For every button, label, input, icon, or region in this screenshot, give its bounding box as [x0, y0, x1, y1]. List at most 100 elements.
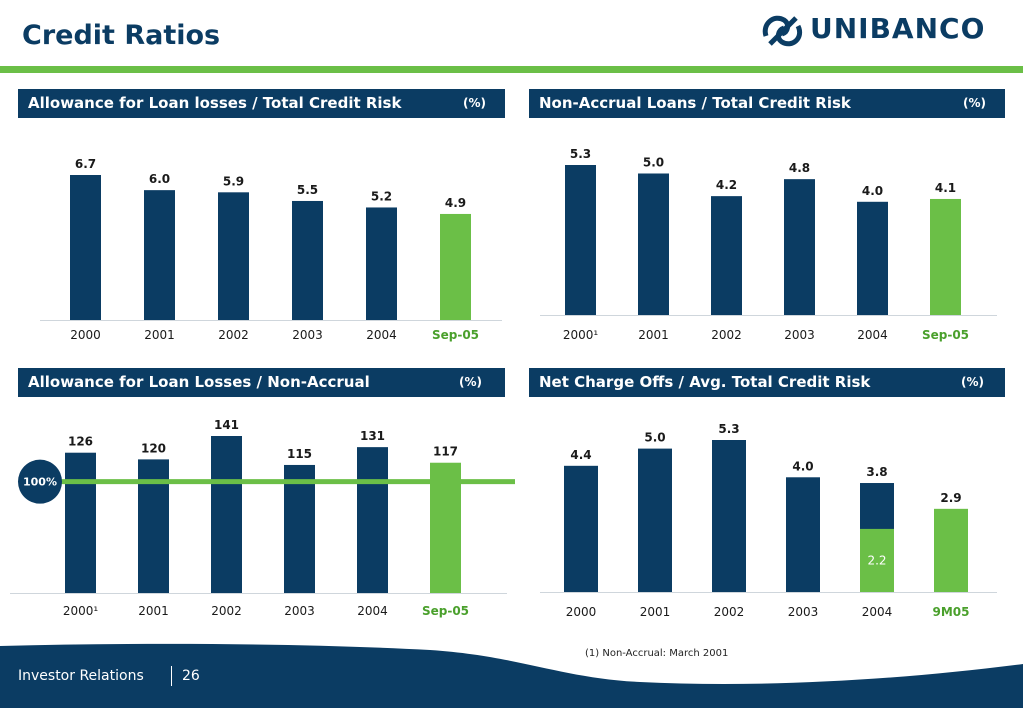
- chart-2-category-label-1: 2000¹: [563, 328, 599, 342]
- chart-3-value-label-1: 126: [68, 435, 93, 449]
- chart-1-category-label-3: 2002: [218, 328, 249, 342]
- chart-4-inner-segment-label: 2.2: [867, 553, 886, 567]
- chart-1-category-label-2: 2001: [144, 328, 175, 342]
- chart-2-bar-5: [857, 201, 888, 315]
- chart-2-title: Non-Accrual Loans / Total Credit Risk: [539, 94, 851, 112]
- chart-4-category-label-2: 2001: [640, 605, 671, 619]
- chart-4-value-label-2: 5.0: [644, 431, 665, 445]
- chart-4-inner-segment: [860, 528, 894, 592]
- chart-1-bar-5: [366, 207, 397, 320]
- footnote: (1) Non-Accrual: March 2001: [585, 648, 729, 659]
- chart-2-unit: (%): [963, 96, 986, 110]
- chart-2-category-label-3: 2002: [711, 328, 742, 342]
- chart-4-category-label-6: 9M05: [933, 605, 970, 619]
- chart-4-header: Net Charge Offs / Avg. Total Credit Risk…: [529, 368, 1005, 397]
- chart-3-value-label-6: 117: [433, 445, 458, 459]
- chart-3-category-label-2: 2001: [138, 604, 169, 618]
- chart-1-unit: (%): [463, 96, 486, 110]
- chart-1-bar-4: [292, 200, 323, 320]
- chart-1-category-label-6: Sep-05: [432, 328, 479, 342]
- chart-4-bar-4: [786, 477, 820, 592]
- chart-2-bar-3: [711, 196, 742, 315]
- chart-2-value-label-4: 4.8: [789, 161, 810, 175]
- unibanco-emblem-icon: [762, 15, 802, 47]
- chart-3-bar-4: [284, 464, 315, 593]
- unibanco-logo: UNIBANCO: [760, 10, 1010, 52]
- chart-4-value-label-3: 5.3: [718, 422, 739, 436]
- chart-3-value-label-5: 131: [360, 429, 385, 443]
- chart-3-bar-5: [357, 447, 388, 593]
- chart-1-value-label-3: 5.9: [223, 174, 244, 188]
- chart-2-bar-1: [565, 165, 596, 315]
- chart-1-category-label-5: 2004: [366, 328, 397, 342]
- chart-3-reference-label: 100%: [23, 476, 57, 489]
- chart-1-value-label-4: 5.5: [297, 183, 318, 197]
- chart-3-bar-3: [211, 436, 242, 593]
- chart-4-bar-1: [564, 465, 598, 592]
- chart-3-plot: 126 2000¹ 120 2001 141 2002 115 2003 131 2004 117 S…: [10, 418, 515, 618]
- title-divider: [0, 66, 1023, 73]
- chart-1-bar-2: [144, 190, 175, 320]
- chart-2-category-label-5: 2004: [857, 328, 888, 342]
- chart-4-bar-2: [638, 448, 672, 592]
- chart-4-unit: (%): [961, 375, 984, 389]
- chart-3-bar-1: [65, 452, 96, 593]
- chart-2-bar-4: [784, 179, 815, 315]
- chart-2-value-label-1: 5.3: [570, 147, 591, 161]
- chart-4-value-label-1: 4.4: [570, 448, 591, 462]
- chart-2-category-label-2: 2001: [638, 328, 669, 342]
- chart-4-category-label-1: 2000: [566, 605, 597, 619]
- chart-1-category-label-1: 2000: [70, 328, 101, 342]
- chart-3-category-label-5: 2004: [357, 604, 388, 618]
- chart-3-bar-6: [430, 462, 461, 593]
- chart-3-value-label-3: 141: [214, 418, 239, 432]
- chart-1-bar-6: [440, 213, 471, 320]
- chart-1-header: Allowance for Loan losses / Total Credit…: [18, 89, 505, 118]
- chart-4-bar-6: [934, 508, 968, 592]
- chart-3-header: Allowance for Loan Losses / Non-Accrual …: [18, 368, 505, 397]
- chart-2-value-label-2: 5.0: [643, 155, 664, 169]
- logo-wordmark: UNIBANCO: [810, 12, 986, 45]
- chart-1-category-label-4: 2003: [292, 328, 323, 342]
- chart-3-unit: (%): [459, 375, 482, 389]
- chart-3-reference-badge: [18, 459, 62, 504]
- chart-1-plot: 6.7 2000 6.0 2001 5.9 2002 5.5 2003 5.2 2004 4.9 Se…: [40, 157, 502, 342]
- chart-2-value-label-3: 4.2: [716, 178, 737, 192]
- chart-3-category-label-4: 2003: [284, 604, 315, 618]
- footer-band: [0, 643, 1023, 708]
- chart-1-title: Allowance for Loan losses / Total Credit…: [28, 94, 402, 112]
- chart-4-category-label-3: 2002: [714, 605, 745, 619]
- chart-4-plot: 4.4 2000 5.0 2001 5.3 2002 4.0 2003 3.8 2004 2.9 9M…: [540, 422, 997, 619]
- chart-3-title: Allowance for Loan Losses / Non-Accrual: [28, 373, 370, 391]
- page-number: 26: [182, 668, 200, 684]
- footer-label: Investor Relations: [18, 668, 144, 684]
- chart-2-bar-6: [930, 198, 961, 315]
- chart-4-category-label-5: 2004: [862, 605, 893, 619]
- chart-4-value-label-5: 3.8: [866, 465, 887, 479]
- chart-4-value-label-6: 2.9: [940, 491, 961, 505]
- chart-4-bar-3: [712, 440, 746, 592]
- chart-4-title: Net Charge Offs / Avg. Total Credit Risk: [539, 373, 871, 391]
- chart-2-category-label-4: 2003: [784, 328, 815, 342]
- page-title: Credit Ratios: [22, 20, 221, 51]
- chart-3-value-label-4: 115: [287, 447, 312, 461]
- chart-2-bar-2: [638, 173, 669, 315]
- chart-1-bar-1: [70, 175, 101, 320]
- chart-2-category-label-6: Sep-05: [922, 328, 969, 342]
- chart-2-header: Non-Accrual Loans / Total Credit Risk (%…: [529, 89, 1005, 118]
- chart-3-category-label-3: 2002: [211, 604, 242, 618]
- chart-3-value-label-2: 120: [141, 441, 166, 455]
- chart-1-value-label-2: 6.0: [149, 172, 170, 186]
- chart-1-value-label-6: 4.9: [445, 196, 466, 210]
- chart-3-category-label-6: Sep-05: [422, 604, 469, 618]
- chart-4-value-label-4: 4.0: [792, 459, 813, 473]
- chart-2-value-label-5: 4.0: [862, 184, 883, 198]
- chart-4-category-label-4: 2003: [788, 605, 819, 619]
- chart-1-bar-3: [218, 192, 249, 320]
- chart-2-plot: 5.3 2000¹ 5.0 2001 4.2 2002 4.8 2003 4.0 2004 4.1 S…: [540, 147, 997, 342]
- footer-separator: [171, 666, 172, 686]
- chart-1-value-label-5: 5.2: [371, 189, 392, 203]
- chart-2-value-label-6: 4.1: [935, 181, 956, 195]
- chart-3-category-label-1: 2000¹: [63, 604, 99, 618]
- chart-1-value-label-1: 6.7: [75, 157, 96, 171]
